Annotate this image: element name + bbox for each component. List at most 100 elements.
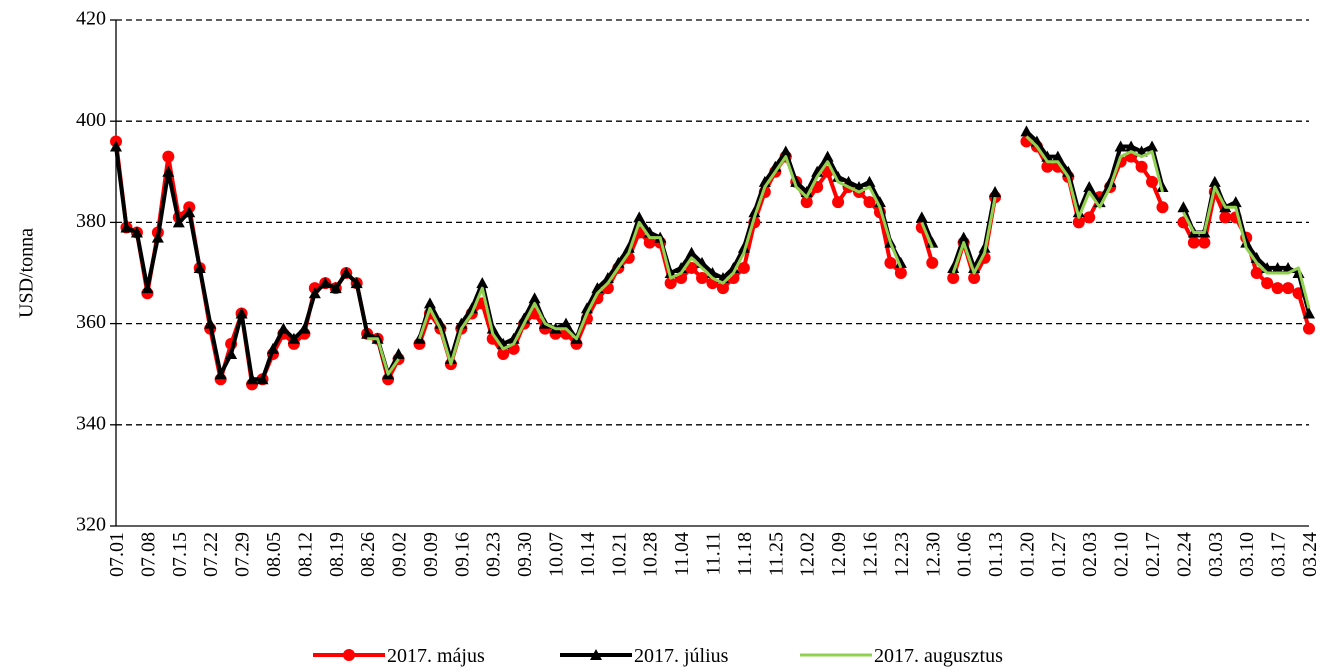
series-line	[367, 337, 400, 376]
point	[863, 175, 876, 187]
point	[350, 277, 363, 289]
point	[685, 261, 698, 274]
point	[1020, 125, 1033, 137]
point	[476, 277, 489, 289]
point	[1125, 140, 1138, 152]
point	[1261, 277, 1274, 290]
x-tick-label: 03.17	[1268, 532, 1290, 577]
point	[319, 277, 332, 289]
point	[130, 226, 143, 238]
point	[214, 368, 227, 380]
x-tick-label: 09.16	[451, 532, 473, 577]
point	[821, 150, 834, 162]
x-tick-label: 01.27	[1048, 532, 1070, 577]
point	[947, 261, 960, 273]
series-line	[1025, 135, 1164, 219]
point	[444, 353, 457, 365]
point	[1135, 160, 1148, 173]
point	[1041, 160, 1054, 173]
x-tick-label: 09.23	[483, 532, 505, 577]
point	[361, 327, 374, 339]
x-tick-label: 07.22	[200, 532, 222, 577]
point	[968, 272, 981, 285]
point	[141, 282, 154, 294]
point	[1156, 201, 1169, 214]
point	[633, 211, 646, 223]
point	[947, 272, 960, 285]
point	[1187, 236, 1200, 249]
y-tick-label: 340	[76, 412, 106, 434]
point	[884, 256, 897, 269]
point	[162, 150, 175, 163]
point	[1072, 216, 1085, 229]
legend-label: 2017. július	[634, 645, 729, 667]
point	[1177, 201, 1190, 213]
point	[926, 256, 939, 269]
series-line	[114, 141, 401, 387]
point	[926, 236, 939, 248]
point	[204, 317, 217, 329]
point	[528, 292, 541, 304]
point	[277, 322, 290, 334]
y-tick-label: 360	[76, 311, 106, 333]
point	[643, 236, 656, 249]
point	[1303, 307, 1315, 319]
point	[716, 282, 729, 295]
point	[1229, 196, 1242, 208]
x-tick-label: 08.12	[294, 532, 316, 577]
point	[863, 196, 876, 209]
x-tick-label: 07.01	[106, 532, 128, 577]
point	[748, 206, 761, 218]
point	[329, 282, 342, 294]
point	[957, 231, 970, 243]
series	[367, 135, 1311, 376]
point	[915, 211, 928, 223]
point	[392, 347, 405, 359]
y-axis-label: USD/tonna	[16, 228, 38, 318]
point	[172, 216, 185, 228]
point	[737, 261, 750, 274]
y-tick-label: 380	[76, 210, 106, 232]
legend-marker	[343, 649, 355, 661]
x-tick-label: 02.10	[1111, 532, 1133, 577]
point	[110, 140, 122, 152]
x-tick-label: 03.10	[1236, 532, 1258, 577]
x-tick-label: 11.18	[734, 532, 756, 576]
x-tick-label: 07.15	[169, 532, 191, 577]
y-tick-label: 400	[76, 109, 106, 131]
point	[340, 267, 353, 278]
point	[235, 307, 248, 319]
point	[1219, 211, 1232, 224]
point	[120, 221, 133, 233]
point	[151, 231, 164, 243]
point	[989, 186, 1002, 198]
x-tick-label: 12.09	[828, 532, 850, 577]
x-tick-label: 10.21	[608, 532, 630, 577]
x-tick-label: 10.14	[577, 532, 599, 577]
point	[685, 246, 698, 258]
point	[559, 317, 572, 329]
point	[246, 373, 259, 385]
legend-label: 2017. augusztus	[874, 645, 1003, 667]
point	[1083, 180, 1096, 192]
series-line	[919, 226, 935, 264]
point	[1083, 211, 1096, 224]
point	[1271, 261, 1284, 273]
point	[1282, 282, 1295, 295]
point	[1051, 150, 1064, 162]
point	[1146, 140, 1159, 152]
point	[256, 373, 269, 385]
point	[1146, 175, 1159, 188]
point	[298, 322, 311, 334]
point	[193, 261, 206, 273]
point	[1303, 322, 1315, 335]
legend-marker	[590, 649, 602, 660]
point	[1114, 140, 1127, 152]
series-line	[1181, 190, 1311, 330]
x-tick-label: 09.30	[514, 532, 536, 577]
point	[308, 287, 321, 299]
legend-label: 2017. május	[387, 645, 485, 667]
x-tick-label: 10.28	[640, 532, 662, 577]
x-tick-label: 11.11	[703, 532, 725, 576]
point	[696, 272, 709, 285]
